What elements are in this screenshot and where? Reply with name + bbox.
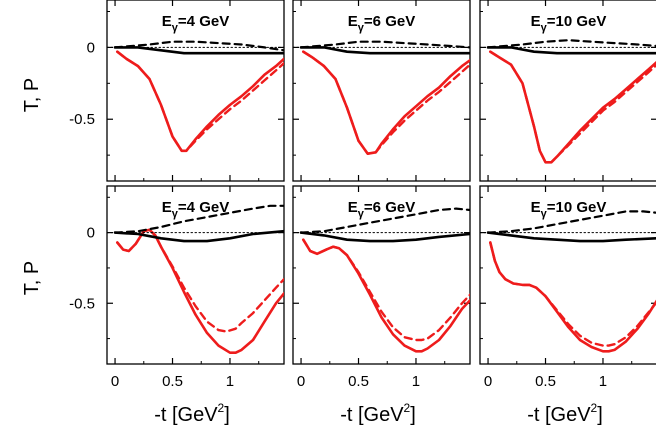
panel-title-energy: =6 GeV	[364, 13, 415, 30]
series-red-dashed	[489, 241, 656, 347]
panel-title: Eγ=10 GeV	[531, 13, 607, 34]
series-black-dashed	[486, 210, 656, 234]
panel-r2c2: 0 0.5 1 Eγ=6 GeV	[292, 185, 471, 390]
series-group	[293, 207, 470, 353]
x-tick-label: 0	[111, 373, 119, 390]
panel-title-main: E	[531, 199, 541, 216]
panel-title-energy: =4 GeV	[178, 13, 229, 30]
series-red-dashed	[302, 238, 470, 342]
x-tick-label: 1	[599, 373, 607, 390]
panel-title-subscript: γ	[172, 22, 179, 34]
series-black-solid	[113, 229, 284, 243]
y-axis-label-row2: T, P	[21, 261, 43, 295]
x-axis-label-col2: -t [GeV2]	[340, 401, 416, 426]
x-tick-label: 0	[484, 373, 492, 390]
series-black-solid	[486, 46, 656, 55]
series-group	[107, 204, 284, 354]
panel-title-energy: =6 GeV	[364, 199, 415, 216]
series-black-solid	[113, 46, 284, 55]
series-red-solid	[302, 238, 470, 353]
x-tick-label: 1	[412, 373, 420, 390]
series-red-solid	[116, 228, 284, 354]
series-black-dashed	[486, 39, 656, 49]
panel-title-main: E	[162, 199, 172, 216]
panel-title: Eγ=4 GeV	[162, 199, 229, 220]
series-red-dashed	[302, 50, 470, 155]
x-tick-label: 0	[297, 373, 305, 390]
series-black-dashed	[299, 207, 470, 234]
panel-frame	[479, 185, 656, 365]
panel-title-subscript: γ	[172, 208, 179, 220]
series-group	[107, 40, 284, 153]
y-tick-label: -0.5	[69, 111, 95, 128]
panel-frame	[479, 0, 656, 182]
series-red-solid	[489, 50, 656, 164]
x-tick-label: 0.5	[162, 373, 183, 390]
panel-frame	[292, 0, 471, 182]
series-group	[293, 40, 470, 155]
series-black-dashed	[299, 40, 470, 49]
x-tick-label: 1	[226, 373, 234, 390]
panel-frame	[106, 185, 285, 365]
x-axis-label-col3: -t [GeV2]	[527, 401, 603, 426]
panel-title-main: E	[348, 13, 358, 30]
panel-title-main: E	[162, 13, 172, 30]
panel-r2c3: 0 0.5 1 Eγ=10 GeV	[479, 185, 656, 390]
series-red-dashed	[489, 50, 656, 164]
series-red-solid	[489, 241, 656, 353]
panel-title-subscript: γ	[541, 208, 548, 220]
x-tick-label: 0.5	[535, 373, 556, 390]
panel-title-energy: =4 GeV	[178, 199, 229, 216]
x-tick-label: 0.5	[348, 373, 369, 390]
panel-r2c1: 0 -0.5 0 0.5 1 Eγ=4 GeV	[69, 185, 285, 390]
y-tick-label: 0	[87, 39, 95, 56]
panel-title: Eγ=4 GeV	[162, 13, 229, 34]
panel-title-energy: =10 GeV	[547, 13, 607, 30]
panel-title: Eγ=10 GeV	[531, 199, 607, 220]
panel-title: Eγ=6 GeV	[348, 199, 415, 220]
panel-r1c2: Eγ=6 GeV	[292, 0, 471, 182]
y-axis-label-row1: T, P	[21, 78, 43, 112]
panel-r1c1: 0 -0.5 Eγ=4 GeV	[69, 0, 285, 182]
panel-frame	[106, 0, 285, 182]
y-tick-label: 0	[87, 225, 95, 242]
series-black-dashed	[113, 40, 284, 52]
x-axis-label-col1: -t [GeV2]	[154, 401, 230, 426]
panel-title-energy: =10 GeV	[547, 199, 607, 216]
panel-title-main: E	[531, 13, 541, 30]
panel-title: Eγ=6 GeV	[348, 13, 415, 34]
panel-title-subscript: γ	[541, 22, 548, 34]
series-black-solid	[299, 46, 470, 55]
series-red-dashed	[116, 228, 284, 333]
series-black-solid	[299, 231, 470, 243]
panel-title-subscript: γ	[358, 22, 365, 34]
panel-title-main: E	[348, 199, 358, 216]
series-black-dashed	[113, 204, 284, 234]
y-tick-label: -0.5	[69, 295, 95, 312]
series-group	[480, 39, 656, 164]
series-red-dashed	[116, 50, 284, 152]
series-group	[480, 210, 656, 353]
panel-frame	[292, 185, 471, 365]
series-black-solid	[486, 231, 656, 243]
panel-title-subscript: γ	[358, 208, 365, 220]
panel-r1c3: Eγ=10 GeV	[479, 0, 656, 182]
